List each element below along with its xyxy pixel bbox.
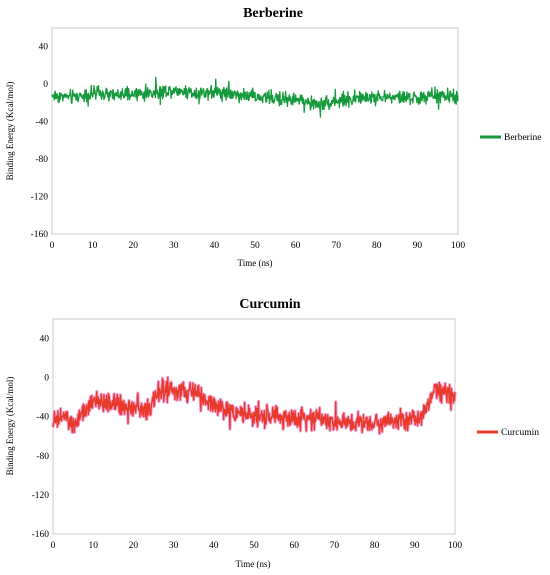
x-tick-label: 40 <box>210 241 220 251</box>
y-tick-label: 0 <box>44 374 49 384</box>
series-line-berberine <box>51 76 459 118</box>
y-tick-label: -40 <box>36 413 49 423</box>
y-tick-label: -80 <box>35 155 48 165</box>
y-axis-label: Binding Energy (Kcal/mol) <box>5 377 15 476</box>
legend-label-berberine: Berberine <box>504 133 541 143</box>
x-tick-label: 90 <box>413 241 423 251</box>
y-tick-labels: 40 0 -40 -80 -120 -160 <box>31 43 49 240</box>
x-tick-label: 10 <box>88 241 98 251</box>
x-tick-label: 10 <box>88 541 98 551</box>
x-tick-label: 0 <box>50 241 55 251</box>
x-tick-label: 30 <box>169 541 179 551</box>
plot-frame <box>51 27 459 235</box>
series-line-curcumin <box>52 376 456 435</box>
x-tick-label: 70 <box>331 241 341 251</box>
x-axis-label: Time (ns) <box>238 258 273 268</box>
x-tick-label: 20 <box>128 241 138 251</box>
x-tick-label: 30 <box>169 241 179 251</box>
legend: Berberine <box>480 133 541 143</box>
y-tick-label: 40 <box>40 335 50 345</box>
x-tick-label: 40 <box>209 541 219 551</box>
y-tick-label: 0 <box>43 80 48 90</box>
series-lines <box>51 375 457 436</box>
y-tick-label: -120 <box>32 491 50 501</box>
chart-berberine: Berberine 40 0 -40 -80 -120 -160 0 10 20 30 40 50 6… <box>5 6 541 268</box>
x-tick-label: 50 <box>250 241 260 251</box>
x-tick-labels: 0 10 20 30 40 50 60 70 80 90 100 <box>51 541 463 551</box>
y-tick-label: -40 <box>35 118 48 128</box>
legend: Curcumin <box>477 428 539 438</box>
x-tick-label: 100 <box>448 541 463 551</box>
y-tick-labels: 40 0 -40 -80 -120 -160 <box>32 335 50 540</box>
y-tick-label: 40 <box>39 43 49 53</box>
x-tick-label: 60 <box>289 541 299 551</box>
chart-title: Berberine <box>243 6 303 21</box>
y-tick-label: -160 <box>31 230 49 240</box>
y-axis-label: Binding Energy (Kcal/mol) <box>5 82 15 181</box>
x-tick-label: 50 <box>249 541 259 551</box>
chart-title: Curcumin <box>239 297 300 312</box>
y-tick-label: -80 <box>36 452 49 462</box>
x-tick-label: 80 <box>372 241 382 251</box>
y-tick-label: -120 <box>31 193 49 203</box>
x-tick-label: 90 <box>410 541 420 551</box>
legend-label-curcumin: Curcumin <box>501 428 539 438</box>
x-axis-label: Time (ns) <box>236 559 271 569</box>
x-tick-label: 0 <box>51 541 56 551</box>
x-tick-label: 70 <box>330 541 340 551</box>
y-tick-label: -160 <box>32 530 50 540</box>
x-tick-label: 80 <box>370 541 380 551</box>
x-tick-label: 60 <box>291 241 301 251</box>
x-tick-labels: 0 10 20 30 40 50 60 70 80 90 100 <box>50 241 466 251</box>
series-lines <box>51 76 459 118</box>
chart-curcumin: Curcumin 40 0 -40 -80 -120 -160 0 10 20 30 40 50 60… <box>5 297 539 569</box>
x-tick-label: 100 <box>451 241 466 251</box>
x-tick-label: 20 <box>129 541 139 551</box>
